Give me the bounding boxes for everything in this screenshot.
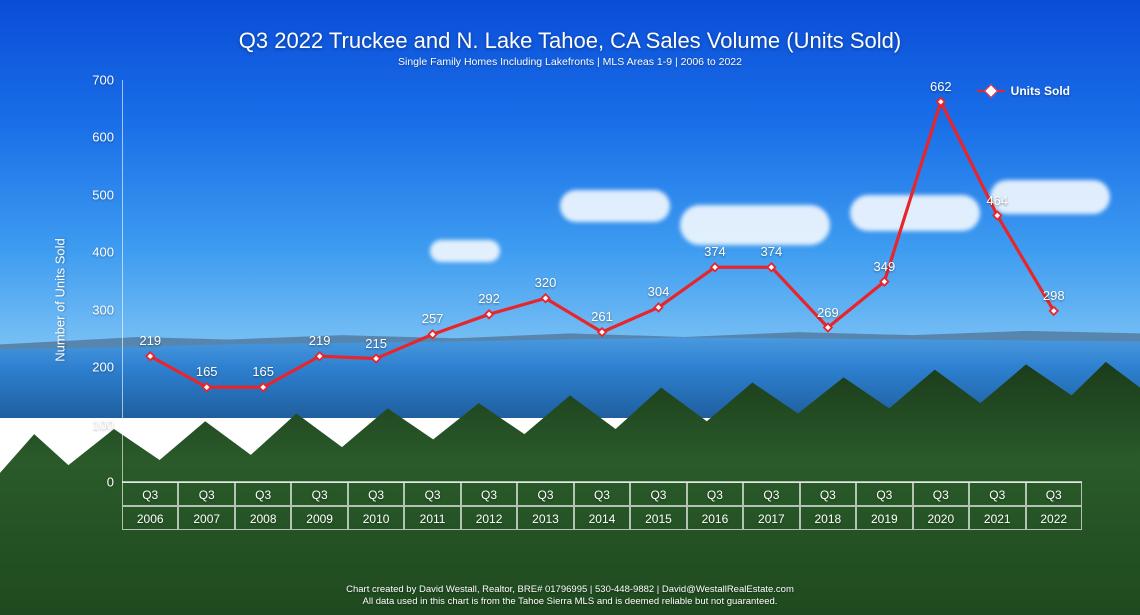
data-point-label: 165 — [196, 364, 218, 379]
x-cell-quarter: Q3 — [856, 482, 912, 506]
x-cell-year: 2009 — [291, 506, 347, 530]
x-cell-quarter: Q3 — [574, 482, 630, 506]
x-cell-year: 2013 — [517, 506, 573, 530]
x-row-quarter: Q3Q3Q3Q3Q3Q3Q3Q3Q3Q3Q3Q3Q3Q3Q3Q3Q3 — [122, 482, 1082, 506]
y-tick-label: 200 — [92, 360, 114, 375]
data-point-label: 662 — [930, 79, 952, 94]
y-tick-label: 100 — [92, 417, 114, 432]
x-cell-quarter: Q3 — [235, 482, 291, 506]
x-cell-quarter: Q3 — [800, 482, 856, 506]
x-cell-year: 2012 — [461, 506, 517, 530]
y-axis-label: Number of Units Sold — [53, 238, 68, 362]
footer-line-1: Chart created by David Westall, Realtor,… — [0, 584, 1140, 595]
data-point-label: 304 — [648, 284, 670, 299]
x-row-year: 2006200720082009201020112012201320142015… — [122, 506, 1082, 530]
data-point-label: 219 — [309, 333, 331, 348]
x-cell-year: 2007 — [178, 506, 234, 530]
x-cell-quarter: Q3 — [630, 482, 686, 506]
data-point-label: 257 — [422, 311, 444, 326]
chart-title: Q3 2022 Truckee and N. Lake Tahoe, CA Sa… — [0, 28, 1140, 54]
x-cell-quarter: Q3 — [461, 482, 517, 506]
x-cell-quarter: Q3 — [404, 482, 460, 506]
x-cell-quarter: Q3 — [122, 482, 178, 506]
y-tick-label: 0 — [107, 475, 114, 490]
data-point-label: 349 — [873, 259, 895, 274]
legend: Units Sold — [977, 84, 1070, 98]
data-point-label: 298 — [1043, 288, 1065, 303]
x-cell-year: 2017 — [743, 506, 799, 530]
data-point-label: 165 — [252, 364, 274, 379]
x-cell-year: 2014 — [574, 506, 630, 530]
x-cell-year: 2020 — [913, 506, 969, 530]
x-cell-year: 2015 — [630, 506, 686, 530]
x-cell-year: 2022 — [1026, 506, 1082, 530]
x-cell-year: 2010 — [348, 506, 404, 530]
legend-label: Units Sold — [1011, 84, 1070, 98]
x-cell-quarter: Q3 — [1026, 482, 1082, 506]
data-point-label: 219 — [139, 333, 161, 348]
x-axis-table: Q3Q3Q3Q3Q3Q3Q3Q3Q3Q3Q3Q3Q3Q3Q3Q3Q3200620… — [122, 482, 1082, 530]
data-point-label: 292 — [478, 291, 500, 306]
y-tick-label: 600 — [92, 130, 114, 145]
x-cell-year: 2011 — [404, 506, 460, 530]
y-tick-label: 300 — [92, 302, 114, 317]
x-cell-quarter: Q3 — [913, 482, 969, 506]
data-point-label: 374 — [704, 244, 726, 259]
data-point-label: 320 — [535, 275, 557, 290]
x-cell-quarter: Q3 — [743, 482, 799, 506]
x-cell-quarter: Q3 — [178, 482, 234, 506]
chart-subtitle: Single Family Homes Including Lakefronts… — [0, 56, 1140, 68]
x-cell-quarter: Q3 — [517, 482, 573, 506]
data-point-label: 464 — [986, 193, 1008, 208]
x-cell-year: 2019 — [856, 506, 912, 530]
chart-canvas: Q3 2022 Truckee and N. Lake Tahoe, CA Sa… — [0, 0, 1140, 615]
x-cell-year: 2018 — [800, 506, 856, 530]
footer-line-2: All data used in this chart is from the … — [0, 596, 1140, 607]
y-tick-label: 400 — [92, 245, 114, 260]
x-cell-quarter: Q3 — [291, 482, 347, 506]
plot-area: Units Sold 01002003004005006007002191651… — [122, 80, 1082, 530]
y-tick-label: 700 — [92, 73, 114, 88]
chart-svg — [122, 80, 1082, 530]
data-point-label: 374 — [761, 244, 783, 259]
x-cell-year: 2016 — [687, 506, 743, 530]
data-point-label: 269 — [817, 305, 839, 320]
x-cell-year: 2006 — [122, 506, 178, 530]
data-point-label: 261 — [591, 309, 613, 324]
x-cell-year: 2008 — [235, 506, 291, 530]
data-point-label: 215 — [365, 336, 387, 351]
legend-swatch — [977, 90, 1005, 93]
x-cell-quarter: Q3 — [969, 482, 1025, 506]
x-cell-quarter: Q3 — [687, 482, 743, 506]
legend-marker-icon — [984, 84, 998, 98]
x-cell-quarter: Q3 — [348, 482, 404, 506]
y-tick-label: 500 — [92, 187, 114, 202]
x-cell-year: 2021 — [969, 506, 1025, 530]
